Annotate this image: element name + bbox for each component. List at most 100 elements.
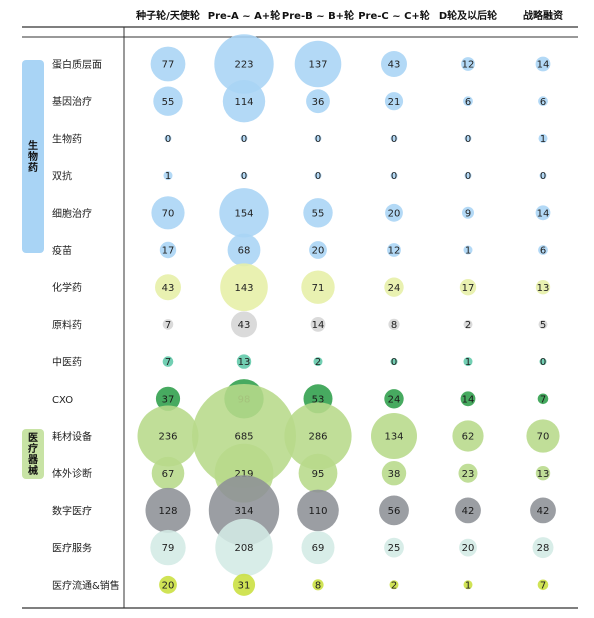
bubble-value: 134	[384, 432, 403, 443]
row-label: 疫苗	[52, 244, 72, 257]
bubble-value: 1	[465, 580, 471, 591]
bubble-value: 7	[540, 580, 546, 591]
bubble-value: 38	[388, 469, 401, 480]
bubble-value: 0	[315, 134, 321, 145]
bubble	[155, 386, 181, 411]
row-label: 蛋白质层面	[52, 58, 102, 71]
bubble	[530, 497, 556, 524]
bubble-value: 25	[388, 543, 401, 554]
bubble	[162, 319, 174, 330]
bubble-value: 24	[388, 283, 401, 294]
bubble	[539, 172, 547, 180]
bubble-value: 70	[162, 208, 175, 219]
column-header: D轮及以后轮	[439, 9, 497, 22]
bubble	[150, 529, 186, 566]
bubble-value: 128	[158, 506, 177, 517]
bubble	[384, 537, 404, 558]
bubble	[240, 172, 248, 180]
bubble-value: 69	[312, 543, 325, 554]
bubble-value: 5	[540, 320, 546, 331]
bubble	[390, 172, 398, 180]
bubble	[312, 579, 324, 591]
bubble	[155, 274, 181, 301]
bubble	[388, 318, 400, 330]
bubble-value: 36	[312, 97, 325, 108]
bubble	[309, 241, 327, 259]
bubble	[463, 245, 473, 255]
bubble	[535, 205, 551, 221]
bubble-value: 2	[391, 580, 397, 591]
bubble	[460, 391, 476, 407]
row-label: 化学药	[52, 281, 82, 294]
bubble-value: 14	[537, 60, 550, 71]
bubble-value: 53	[312, 394, 325, 405]
bubble-value: 0	[315, 171, 321, 182]
bubble-value: 8	[391, 320, 397, 331]
bubble	[163, 171, 173, 181]
bubble-value: 20	[162, 580, 175, 591]
bubble	[236, 354, 252, 369]
bubble	[384, 389, 404, 409]
bubble	[151, 196, 185, 230]
bubble-value: 55	[312, 208, 325, 219]
bubble-value: 20	[388, 208, 401, 219]
bubble-value: 685	[234, 432, 253, 443]
bubble	[390, 358, 398, 366]
bubble	[537, 579, 549, 591]
bubble	[463, 580, 473, 590]
bubble-value: 143	[234, 283, 253, 294]
bubble-value: 6	[465, 97, 471, 108]
row-label: 细胞治疗	[52, 207, 92, 220]
row-label: 体外诊断	[52, 467, 92, 480]
bubble	[301, 270, 335, 304]
bubble-value: 0	[391, 171, 397, 182]
bubble	[464, 134, 472, 142]
bubble	[390, 134, 398, 142]
bubble	[240, 134, 248, 142]
bubble	[459, 279, 477, 296]
bubble	[303, 198, 333, 228]
bubble-value: 7	[540, 394, 546, 405]
bubble-value: 1	[540, 134, 546, 145]
bubble	[297, 489, 339, 532]
bubble	[385, 203, 403, 222]
column-header: Pre-A ~ A+轮	[208, 9, 280, 22]
bubble	[384, 277, 404, 297]
bubble	[387, 243, 401, 257]
row-label: 医疗流通&销售	[52, 579, 120, 592]
bubble	[384, 92, 404, 111]
bubble-value: 71	[312, 283, 325, 294]
bubble	[539, 358, 547, 366]
bubble-value: 68	[238, 246, 251, 257]
row-label: 原料药	[52, 318, 82, 331]
bubble-value: 31	[238, 580, 251, 591]
bubble-value: 23	[462, 469, 475, 480]
group-bar	[22, 60, 44, 253]
bubble-value: 314	[234, 506, 253, 517]
bubble	[538, 319, 548, 329]
bubble-value: 20	[312, 246, 325, 257]
bubble	[164, 134, 172, 142]
bubble	[532, 537, 554, 559]
bubble-value: 77	[162, 60, 175, 71]
bubble	[220, 263, 268, 312]
row-label: 双抗	[52, 170, 72, 183]
bubble-value: 236	[158, 432, 177, 443]
bubble-value: 223	[234, 60, 253, 71]
bubble-value: 2	[315, 357, 321, 368]
bubble	[214, 34, 274, 94]
bubble	[301, 531, 335, 565]
row-label: 医疗服务	[52, 542, 92, 555]
bubble-value: 17	[462, 283, 475, 294]
bubble	[159, 241, 177, 259]
bubble	[535, 280, 551, 295]
bubble	[232, 573, 256, 596]
bubble-value: 1	[465, 357, 471, 368]
bubble-value: 0	[391, 357, 397, 368]
bubble	[137, 405, 199, 467]
column-header: Pre-C ~ C+轮	[358, 9, 430, 22]
bubble	[463, 319, 473, 329]
